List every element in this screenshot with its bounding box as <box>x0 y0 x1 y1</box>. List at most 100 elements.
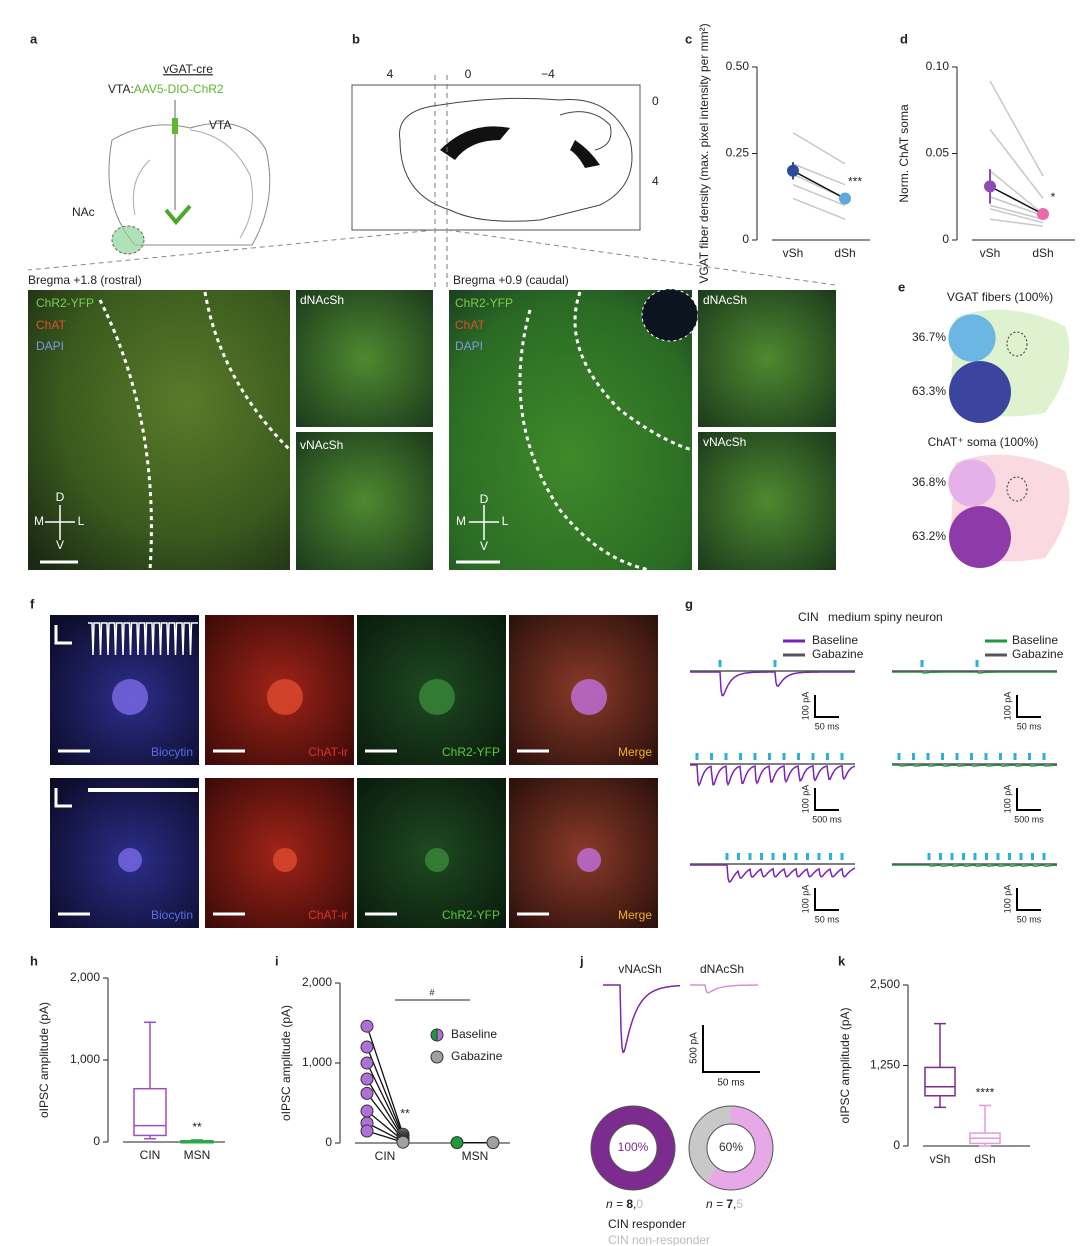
construct-label: vGAT-cre <box>163 62 213 76</box>
trace-title: vNAcSh <box>618 962 661 976</box>
proportion-circle <box>948 505 1012 569</box>
micrograph <box>28 290 290 570</box>
cerebellum <box>559 111 612 151</box>
y-tick-label: 0 <box>893 1138 900 1152</box>
cell-body <box>425 848 449 872</box>
section-title: Bregma +1.8 (rostral) <box>28 273 142 287</box>
stain-label: ChR2-YFP <box>36 296 94 310</box>
scale-label: 100 pA <box>800 885 810 914</box>
y-tick-label: 2,500 <box>870 977 900 991</box>
nac-region <box>112 226 144 254</box>
micrograph-inset <box>296 290 433 427</box>
zoom-line <box>446 229 836 286</box>
trace-title: dNAcSh <box>700 962 744 976</box>
atlas-tick: 0 <box>465 67 472 81</box>
box <box>924 1066 956 1097</box>
baseline-point <box>360 1104 374 1118</box>
pair-line <box>366 1078 404 1139</box>
compass-label: M <box>456 514 466 528</box>
atlas-tick: 4 <box>652 174 659 188</box>
legend-swatch <box>430 1050 444 1064</box>
n-sep: , <box>633 1197 636 1211</box>
legend-label: Gabazine <box>812 647 864 661</box>
donut-segment <box>591 1106 675 1190</box>
scale-bar <box>1016 695 1041 718</box>
subject-line <box>792 197 846 220</box>
baseline-point <box>360 1072 374 1086</box>
atlas-tick: 0 <box>652 94 659 108</box>
proportion-circle <box>948 360 1012 424</box>
cell-body <box>267 679 303 715</box>
compass-label: V <box>480 539 488 553</box>
panel-label: h <box>30 953 38 968</box>
y-tick-label: 1,000 <box>70 1052 100 1066</box>
scale-label: 50 ms <box>815 721 840 731</box>
annotation: **** <box>976 1086 995 1100</box>
scale-label: 100 pA <box>1002 885 1012 914</box>
scale-label: 100 pA <box>1002 692 1012 721</box>
subtitle: VGAT fibers (100%) <box>947 290 1053 304</box>
compass-label: M <box>34 514 44 528</box>
subject-line <box>989 128 1044 199</box>
baseline-point <box>450 1136 464 1150</box>
stain-label: ChAT <box>36 318 66 332</box>
trace-baseline <box>690 764 856 787</box>
cell-body <box>273 848 297 872</box>
x-tick-label: MSN <box>184 1148 211 1162</box>
donut-outline <box>608 1123 658 1173</box>
y-axis-label: VGAT fiber density (max. pixel intensity… <box>697 23 711 283</box>
legend-label: Baseline <box>812 633 858 647</box>
y-tick-label: 0 <box>742 232 749 246</box>
legend-label: Baseline <box>451 1027 497 1041</box>
subject-line <box>989 208 1044 224</box>
y-tick-label: 0.50 <box>726 59 750 73</box>
region-boundary <box>518 291 693 572</box>
micrograph-inset <box>698 290 836 427</box>
zoom-line <box>27 229 436 271</box>
scale-label: 100 pA <box>800 785 810 814</box>
stain-label: ChAT-ir <box>308 745 348 759</box>
pair-line <box>366 1062 404 1138</box>
inset-label: dNAcSh <box>300 293 344 307</box>
n-sep: , <box>733 1197 736 1211</box>
gabazine-point <box>396 1135 410 1149</box>
legend-swatch <box>436 1028 444 1042</box>
annotation: *** <box>848 175 862 189</box>
n-nonresponders: 0 <box>636 1197 643 1211</box>
subtitle: ChAT⁺ soma (100%) <box>928 435 1039 449</box>
mean-line <box>989 185 1044 215</box>
gabazine-point <box>486 1136 500 1150</box>
box <box>133 1087 167 1137</box>
y-axis-label: oIPSC amplitude (pA) <box>279 1005 293 1121</box>
value-label: 36.8% <box>912 475 946 489</box>
x-tick-label: dSh <box>834 246 855 260</box>
subject-line <box>792 132 846 165</box>
trace-baseline <box>690 671 855 697</box>
panel-label: k <box>838 953 846 968</box>
trace <box>603 984 680 1054</box>
legend-label: CIN non-responder <box>608 1233 710 1246</box>
subject-line <box>792 183 846 207</box>
panel-label: d <box>900 31 908 46</box>
subject-line <box>792 163 846 186</box>
y-tick-label: 0.25 <box>726 146 750 160</box>
cell-body <box>419 679 455 715</box>
inset-label: vNAcSh <box>300 438 343 452</box>
panel-label: c <box>685 31 692 46</box>
pair-line <box>366 1025 404 1135</box>
n-nonresponders: 5 <box>736 1197 743 1211</box>
stain-label: ChAT <box>455 318 485 332</box>
n-label: n = 8,0 <box>606 1197 643 1211</box>
stain-label: ChR2-YFP <box>442 745 500 759</box>
injection-site <box>172 118 178 134</box>
cell-body <box>571 679 607 715</box>
mean-point <box>839 192 851 205</box>
baseline-point <box>360 1086 374 1100</box>
atlas-tick: 4 <box>387 67 394 81</box>
y-tick-label: 0.05 <box>926 146 950 160</box>
section-title: Bregma +0.9 (caudal) <box>453 273 569 287</box>
column-title: CIN <box>798 610 819 624</box>
y-axis-label: Norm. ChAT soma <box>897 104 911 203</box>
legend-swatch <box>430 1028 438 1042</box>
